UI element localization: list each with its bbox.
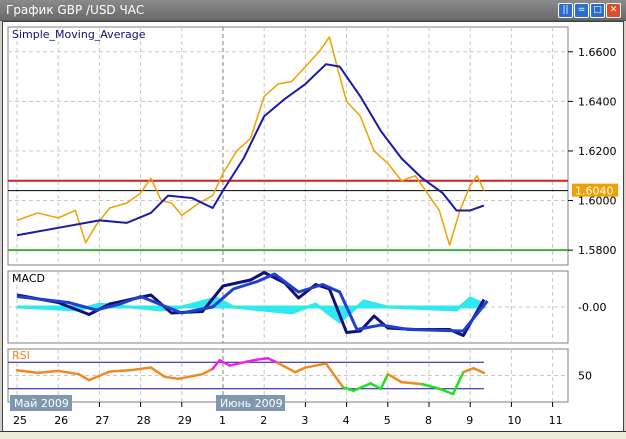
rsi-line-segment bbox=[341, 386, 355, 392]
window-titlebar[interactable]: График GBP /USD ЧАС || = □ ✕ bbox=[0, 0, 626, 21]
close-button[interactable]: ✕ bbox=[606, 3, 621, 18]
rsi-line-segment bbox=[245, 358, 259, 363]
price-panel-title: Simple_Moving_Average bbox=[12, 28, 146, 41]
rsi-line-segment bbox=[438, 387, 455, 396]
rsi-line-segment bbox=[201, 367, 214, 376]
x-tick-label: 3 bbox=[301, 414, 308, 427]
rsi-line-segment bbox=[177, 372, 204, 381]
rsi-line-segment bbox=[304, 362, 328, 369]
y-tick-label: 1.6600 bbox=[578, 46, 617, 59]
x-tick-label: 11 bbox=[549, 414, 563, 427]
rsi-line-segment bbox=[451, 370, 465, 396]
rsi-line-segment bbox=[472, 366, 486, 375]
rsi-line-segment bbox=[218, 359, 232, 367]
rsi-line-segment bbox=[266, 357, 280, 365]
current-price-badge bbox=[572, 183, 618, 197]
rsi-line-segment bbox=[293, 366, 307, 374]
rsi-line-segment bbox=[149, 366, 166, 379]
status-bar bbox=[0, 431, 626, 439]
x-tick-label: 29 bbox=[178, 414, 192, 427]
month-label: Май 2009 bbox=[14, 397, 69, 410]
y-tick-label: 1.6400 bbox=[578, 95, 617, 108]
month-label-badge bbox=[10, 395, 72, 411]
y-tick-label: 1.6000 bbox=[578, 195, 617, 208]
macd-y-tick-label: -0.00 bbox=[578, 301, 606, 314]
rsi-line-segment bbox=[256, 357, 269, 361]
rsi-line-segment bbox=[379, 372, 390, 390]
x-tick-label: 5 bbox=[384, 414, 391, 427]
x-tick-label: 9 bbox=[466, 414, 473, 427]
sma-line bbox=[16, 63, 485, 237]
rsi-line-segment bbox=[77, 372, 91, 382]
rsi-line-segment bbox=[276, 361, 297, 374]
y-tick-label: 1.6200 bbox=[578, 145, 617, 158]
rsi-line-segment bbox=[87, 370, 111, 382]
month-label: Июнь 2009 bbox=[220, 397, 283, 410]
x-tick-label: 27 bbox=[95, 414, 109, 427]
x-tick-label: 10 bbox=[507, 414, 521, 427]
rsi-line-segment bbox=[211, 359, 221, 371]
rsi-line-segment bbox=[462, 366, 475, 374]
rsi-line-segment bbox=[386, 372, 403, 384]
rsi-line-segment bbox=[228, 360, 249, 367]
minimize-button[interactable]: = bbox=[574, 3, 589, 18]
month-label-badge bbox=[216, 395, 285, 411]
rsi-line-segment bbox=[420, 382, 441, 390]
x-tick-label: 8 bbox=[425, 414, 432, 427]
rsi-line-segment bbox=[400, 380, 424, 386]
x-tick-label: 25 bbox=[13, 414, 27, 427]
x-tick-label: 2 bbox=[260, 414, 267, 427]
signal-line bbox=[16, 272, 489, 333]
rsi-y-tick-label: 50 bbox=[578, 370, 592, 383]
restore-button[interactable]: □ bbox=[590, 3, 605, 18]
tile-button[interactable]: || bbox=[558, 3, 573, 18]
rsi-panel-title: RSI bbox=[12, 349, 30, 362]
x-tick-label: 1 bbox=[219, 414, 226, 427]
y-tick-label: 1.5800 bbox=[578, 244, 617, 257]
price-panel bbox=[7, 26, 569, 266]
rsi-line-segment bbox=[369, 382, 383, 390]
rsi-line-segment bbox=[108, 368, 132, 373]
macd-histogram bbox=[16, 296, 486, 324]
rsi-line-segment bbox=[324, 362, 345, 389]
price-line bbox=[16, 36, 485, 246]
current-price-label: 1.6040 bbox=[575, 185, 614, 198]
rsi-line-segment bbox=[36, 369, 60, 375]
macd-panel-title: MACD bbox=[12, 272, 45, 285]
rsi-line-segment bbox=[15, 368, 39, 375]
window-title: График GBP /USD ЧАС bbox=[6, 3, 145, 17]
rsi-line-segment bbox=[56, 369, 81, 376]
rsi-line-segment bbox=[352, 382, 372, 392]
rsi-line-segment bbox=[163, 375, 180, 381]
x-tick-label: 26 bbox=[54, 414, 68, 427]
x-tick-label: 4 bbox=[343, 414, 350, 427]
x-tick-label: 28 bbox=[137, 414, 151, 427]
rsi-line-segment bbox=[129, 366, 153, 372]
